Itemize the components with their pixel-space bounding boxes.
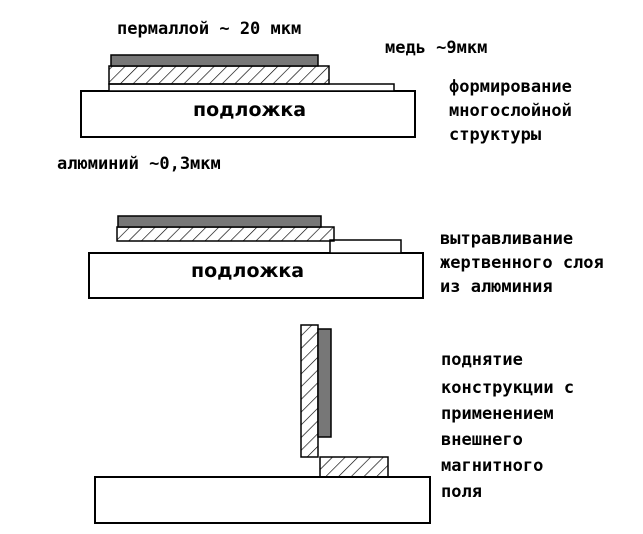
stage2-structure [88, 215, 424, 299]
stage2-copper-anchor [329, 239, 402, 254]
stage3-desc-line: применением [441, 404, 554, 424]
stage3-vertical-permalloy [317, 328, 332, 438]
stage2-substrate [88, 252, 424, 299]
stage2-desc-line: из алюминия [440, 277, 553, 297]
stage1-permalloy-layer [110, 54, 319, 67]
stage3-desc-line: конструкции с [441, 378, 575, 398]
permalloy-label: пермаллой ~ 20 мкм [117, 19, 302, 39]
stage3-structure [94, 324, 431, 524]
stage3-desc-line: поля [441, 482, 482, 502]
stage3-desc-line: внешнего [441, 430, 523, 450]
stage1-desc-line: структуры [449, 125, 542, 145]
stage2-desc-line: жертвенного слоя [440, 253, 604, 273]
stage1-desc-line: многослойной [449, 101, 572, 121]
stage2-copper-layer [116, 226, 335, 242]
stage2-substrate-label: подложка [191, 260, 305, 282]
stage1-desc-line: формирование [449, 77, 572, 97]
stage2-desc-line: вытравливание [440, 229, 574, 249]
stage1-substrate-label: подложка [193, 99, 307, 121]
stage3-desc-line: магнитного [441, 456, 544, 476]
stage2-permalloy-layer [117, 215, 322, 228]
stage3-substrate [94, 476, 431, 524]
stage1-aluminum-layer [108, 83, 395, 92]
aluminum-label: алюминий ~0,3мкм [57, 154, 221, 174]
stage1-copper-layer [108, 65, 330, 85]
copper-label: медь ~9мкм [385, 38, 488, 58]
stage3-copper-base [319, 456, 389, 478]
stage1-substrate [80, 90, 416, 138]
stage3-desc-line: поднятие [441, 350, 523, 370]
stage1-structure [80, 54, 416, 138]
stage3-vertical-copper-beam [300, 324, 319, 458]
